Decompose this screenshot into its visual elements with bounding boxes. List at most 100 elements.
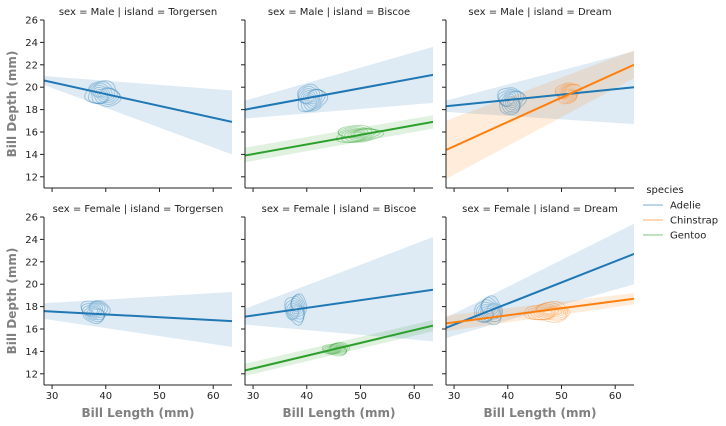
x-tick-label: 60	[408, 391, 421, 402]
panel-title: sex = Female | island = Biscoe	[262, 204, 417, 215]
x-tick-label: 40	[501, 391, 514, 402]
regression-line-adelie	[446, 253, 634, 329]
contour-line	[288, 298, 305, 319]
contour-line	[86, 304, 104, 318]
y-axis-label: Bill Depth (mm)	[5, 51, 19, 158]
x-tick-label: 60	[609, 391, 622, 402]
contour-line	[80, 300, 109, 323]
contour-line	[284, 293, 308, 326]
legend-label: Gentoo	[670, 231, 706, 242]
contour-line	[480, 303, 498, 320]
x-tick-label: 30	[247, 391, 260, 402]
contour-line	[347, 129, 368, 139]
contour-line	[337, 126, 382, 143]
regression-line-chinstrap	[446, 297, 634, 325]
confidence-band-adelie	[245, 46, 433, 119]
y-axis-label: Bill Depth (mm)	[5, 248, 19, 355]
y-tick-label: 18	[25, 105, 38, 116]
contour-line	[80, 300, 111, 325]
contour-line	[556, 84, 578, 102]
regression-line-gentoo	[245, 120, 433, 157]
confidence-band-adelie	[446, 51, 634, 125]
regression-line-adelie	[446, 86, 634, 108]
y-tick-label: 18	[25, 302, 38, 313]
panel-1: sex = Male | island = Torgersen 12 14 16 18 2…	[25, 7, 232, 192]
legend-item-chinstrap: Chinstrap	[643, 216, 718, 227]
legend-label: Adelie	[670, 201, 701, 212]
x-tick-label: 50	[555, 391, 568, 402]
contour-line	[84, 302, 105, 319]
contour-line	[505, 93, 518, 107]
contour-line	[474, 295, 504, 326]
y-tick-label: 24	[25, 235, 38, 246]
confidence-band-adelie	[245, 237, 433, 342]
contour-line	[326, 344, 347, 354]
x-tick-label: 40	[99, 391, 112, 402]
x-tick-label: 30	[46, 391, 59, 402]
plot-area	[245, 237, 433, 377]
x-axis-label: Bill Length (mm)	[282, 406, 395, 420]
y-tick-label: 16	[25, 325, 38, 336]
regression-line-chinstrap	[446, 63, 634, 151]
y-tick-label: 22	[25, 60, 38, 71]
y-tick-label: 14	[25, 150, 38, 161]
panel-6: sex = Female | island = Dream 30 40 50 60	[442, 204, 634, 402]
y-tick-label: 26	[25, 16, 38, 27]
contour-line	[341, 128, 373, 141]
contour-line	[322, 342, 348, 356]
panel-4: sex = Female | island = Torgersen 12 14 16 1…	[25, 204, 232, 402]
regression-line-gentoo	[245, 324, 433, 372]
panel-title: sex = Male | island = Dream	[468, 7, 611, 18]
x-tick-label: 50	[153, 391, 166, 402]
plot-area	[44, 76, 232, 155]
regression-line-adelie	[245, 288, 433, 318]
contour-line	[286, 295, 305, 320]
x-tick-label: 60	[207, 391, 220, 402]
y-tick-label: 12	[25, 369, 38, 380]
confidence-band-chinstrap	[446, 293, 634, 332]
panel-title: sex = Male | island = Biscoe	[268, 7, 410, 18]
plot-area	[446, 50, 634, 180]
legend: species Adelie Chinstrap Gentoo	[643, 185, 718, 242]
confidence-band-chinstrap	[446, 50, 634, 180]
panel-title: sex = Male | island = Torgersen	[59, 7, 217, 18]
legend-item-gentoo: Gentoo	[643, 231, 706, 242]
y-tick-label: 24	[25, 38, 38, 49]
panel-3: sex = Male | island = Dream	[442, 7, 634, 192]
contour-line	[321, 342, 351, 357]
contour-line	[344, 128, 370, 140]
contour-line	[558, 84, 577, 101]
density-contours-gentoo	[335, 124, 385, 143]
contour-line	[481, 304, 496, 318]
y-tick-label: 22	[25, 257, 38, 268]
confidence-band-adelie	[44, 76, 232, 155]
panel-title: sex = Female | island = Dream	[462, 204, 618, 215]
contour-line	[289, 300, 304, 318]
contour-line	[477, 299, 501, 323]
plot-area	[44, 292, 232, 347]
contour-line	[554, 82, 582, 105]
contour-line	[291, 303, 301, 314]
regression-line-adelie	[44, 310, 232, 323]
contour-line	[285, 294, 306, 323]
contour-line	[350, 130, 366, 138]
contour-line	[324, 343, 348, 355]
legend-label: Chinstrap	[670, 216, 718, 227]
x-tick-label: 50	[354, 391, 367, 402]
contour-line	[335, 124, 385, 143]
y-tick-label: 20	[25, 83, 38, 94]
y-tick-label: 20	[25, 280, 38, 291]
panel-title: sex = Female | island = Torgersen	[53, 204, 224, 215]
x-axis-label: Bill Length (mm)	[81, 406, 194, 420]
y-tick-label: 26	[25, 213, 38, 224]
regression-line-adelie	[245, 73, 433, 111]
contour-line	[88, 305, 103, 317]
contour-line	[555, 83, 580, 104]
x-axis-label: Bill Length (mm)	[483, 406, 596, 420]
panel-5: sex = Female | island = Biscoe 30 40 50 60	[241, 204, 433, 402]
contour-line	[475, 296, 502, 323]
contour-line	[291, 302, 302, 316]
plot-area	[446, 223, 634, 338]
legend-title: species	[646, 185, 683, 196]
